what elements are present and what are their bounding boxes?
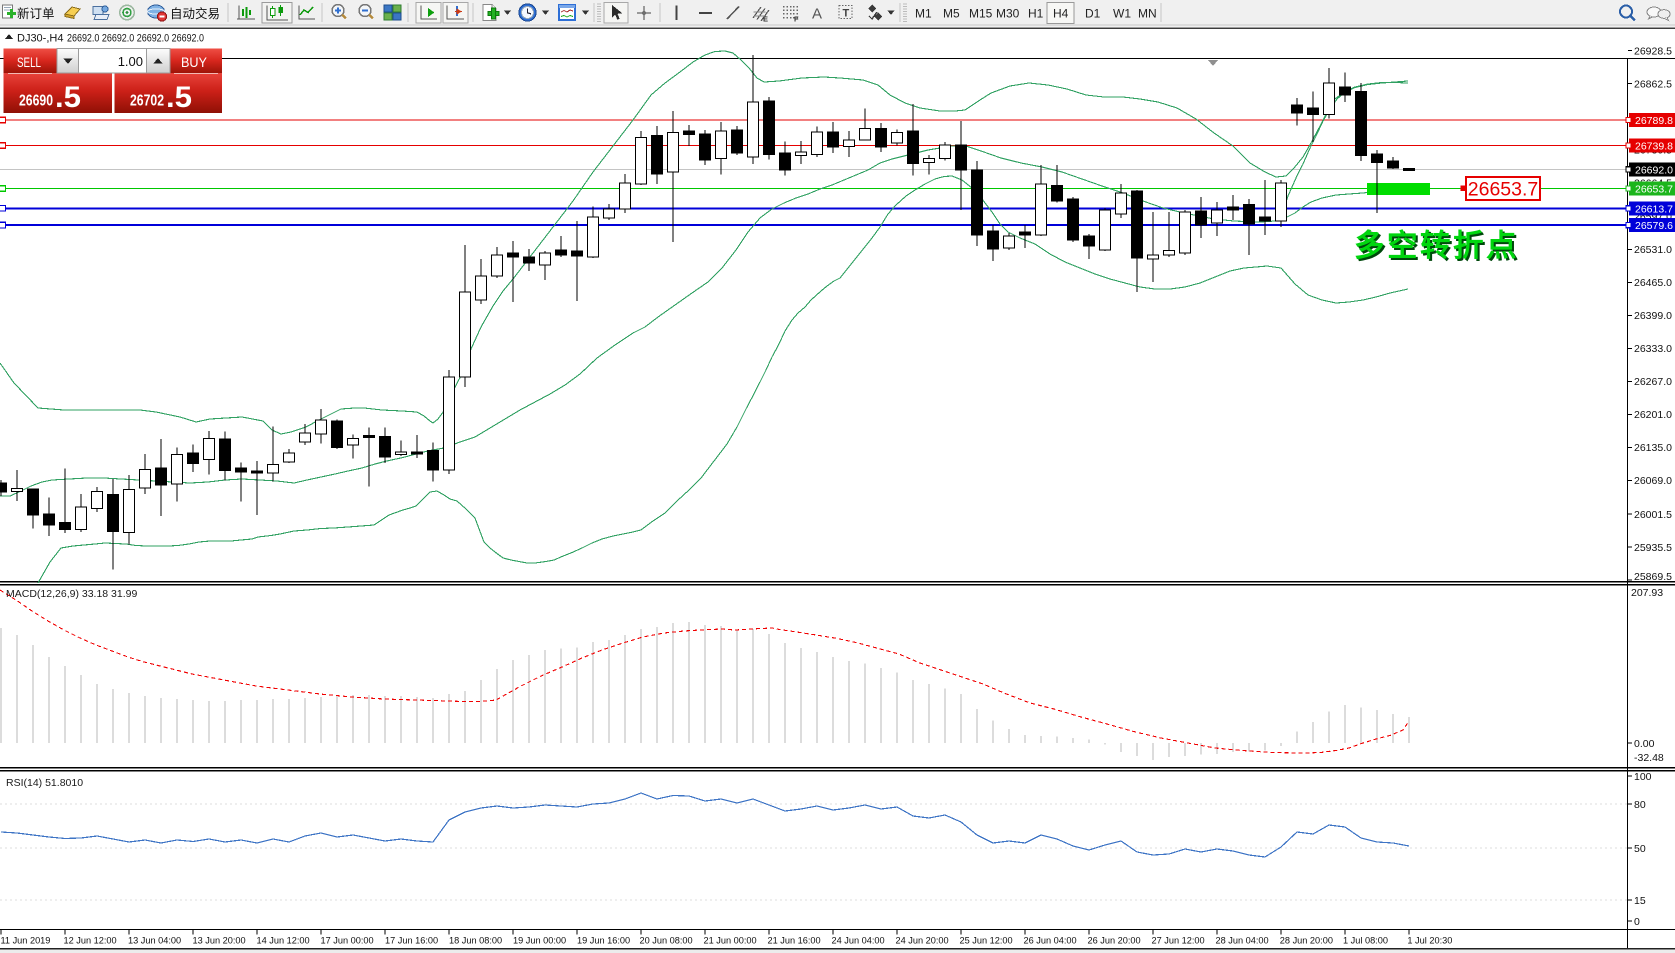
svg-text:15: 15 [1634, 895, 1646, 907]
svg-text:26653.7: 26653.7 [1468, 179, 1539, 201]
svg-text:26465.0: 26465.0 [1634, 277, 1672, 289]
svg-text:12 Jun 12:00: 12 Jun 12:00 [64, 936, 117, 946]
svg-text:26001.5: 26001.5 [1634, 509, 1672, 521]
svg-text:自动交易: 自动交易 [170, 6, 220, 21]
svg-text:26789.8: 26789.8 [1635, 115, 1673, 127]
svg-text:RSI(14) 51.8010: RSI(14) 51.8010 [6, 777, 83, 789]
svg-text:26 Jun 20:00: 26 Jun 20:00 [1088, 936, 1141, 946]
svg-text:SELL: SELL [17, 55, 41, 70]
svg-text:M5: M5 [943, 7, 960, 21]
svg-text:26 Jun 04:00: 26 Jun 04:00 [1024, 936, 1077, 946]
svg-text:多空转折点: 多空转折点 [1354, 229, 1519, 263]
svg-text:26135.0: 26135.0 [1634, 442, 1672, 454]
svg-text:25869.5: 25869.5 [1634, 571, 1672, 583]
svg-text:26692.0 26692.0 26692.0 26692.: 26692.0 26692.0 26692.0 26692.0 [67, 33, 204, 45]
svg-text:28 Jun 04:00: 28 Jun 04:00 [1216, 936, 1269, 946]
svg-text:M15: M15 [969, 7, 993, 21]
svg-text:DJ30-,H4: DJ30-,H4 [17, 33, 63, 45]
svg-text:28 Jun 20:00: 28 Jun 20:00 [1280, 936, 1333, 946]
svg-text:26613.7: 26613.7 [1635, 203, 1673, 215]
svg-text:19 Jun 00:00: 19 Jun 00:00 [513, 936, 566, 946]
svg-text:17 Jun 00:00: 17 Jun 00:00 [321, 936, 374, 946]
svg-text:MACD(12,26,9) 33.18 31.99: MACD(12,26,9) 33.18 31.99 [6, 588, 137, 600]
svg-text:26690: 26690 [19, 93, 53, 110]
svg-text:207.93: 207.93 [1631, 587, 1663, 599]
svg-text:17 Jun 16:00: 17 Jun 16:00 [385, 936, 438, 946]
svg-text:21 Jun 16:00: 21 Jun 16:00 [768, 936, 821, 946]
svg-text:25 Jun 12:00: 25 Jun 12:00 [960, 936, 1013, 946]
svg-text:M30: M30 [996, 7, 1020, 21]
svg-text:W1: W1 [1113, 7, 1131, 21]
svg-text:0: 0 [1634, 916, 1640, 928]
svg-text:26653.7: 26653.7 [1635, 184, 1673, 196]
svg-text:26267.0: 26267.0 [1634, 376, 1672, 388]
svg-text:1 Jul 20:30: 1 Jul 20:30 [1407, 936, 1452, 946]
svg-text:多空转折点: 多空转折点 [1356, 231, 1521, 265]
svg-text:1.00: 1.00 [118, 54, 143, 69]
svg-text:13 Jun 20:00: 13 Jun 20:00 [193, 936, 246, 946]
svg-text:18 Jun 08:00: 18 Jun 08:00 [449, 936, 502, 946]
svg-text:A: A [812, 6, 822, 23]
svg-text:H1: H1 [1028, 7, 1044, 21]
svg-text:.5: .5 [55, 81, 81, 114]
svg-text:13 Jun 04:00: 13 Jun 04:00 [128, 936, 181, 946]
svg-text:26579.6: 26579.6 [1635, 220, 1673, 232]
svg-text:80: 80 [1634, 799, 1646, 811]
svg-text:26928.5: 26928.5 [1634, 45, 1672, 57]
svg-text:0.00: 0.00 [1634, 738, 1655, 750]
svg-text:24 Jun 04:00: 24 Jun 04:00 [832, 936, 885, 946]
svg-text:11 Jun 2019: 11 Jun 2019 [1, 936, 51, 946]
svg-text:E: E [763, 15, 768, 24]
svg-text:T: T [843, 8, 850, 20]
svg-text:50: 50 [1634, 843, 1646, 855]
svg-text:14 Jun 12:00: 14 Jun 12:00 [257, 936, 310, 946]
svg-text:26531.0: 26531.0 [1634, 244, 1672, 256]
svg-text:20 Jun 08:00: 20 Jun 08:00 [640, 936, 693, 946]
svg-text:H4: H4 [1053, 7, 1069, 21]
svg-text:26201.0: 26201.0 [1634, 409, 1672, 421]
svg-text:27 Jun 12:00: 27 Jun 12:00 [1152, 936, 1205, 946]
svg-text:26399.0: 26399.0 [1634, 310, 1672, 322]
svg-text:BUY: BUY [181, 55, 207, 70]
svg-text:MN: MN [1138, 7, 1157, 21]
svg-text:26069.0: 26069.0 [1634, 475, 1672, 487]
svg-text:M1: M1 [915, 7, 932, 21]
svg-text:26862.5: 26862.5 [1634, 78, 1672, 90]
svg-text:25935.5: 25935.5 [1634, 542, 1672, 554]
svg-text:F: F [794, 15, 799, 24]
svg-text:100: 100 [1634, 771, 1652, 783]
svg-text:1 Jul 08:00: 1 Jul 08:00 [1343, 936, 1388, 946]
svg-text:19 Jun 16:00: 19 Jun 16:00 [577, 936, 630, 946]
svg-text:24 Jun 20:00: 24 Jun 20:00 [896, 936, 949, 946]
svg-text:新订单: 新订单 [17, 6, 55, 21]
svg-text:D1: D1 [1085, 7, 1101, 21]
svg-text:26739.8: 26739.8 [1635, 141, 1673, 153]
svg-text:.5: .5 [166, 81, 192, 114]
svg-text:26702: 26702 [130, 93, 164, 110]
svg-text:21 Jun 00:00: 21 Jun 00:00 [704, 936, 757, 946]
svg-text:26692.0: 26692.0 [1635, 164, 1673, 176]
svg-text:26333.0: 26333.0 [1634, 343, 1672, 355]
svg-text:-32.48: -32.48 [1634, 752, 1664, 764]
